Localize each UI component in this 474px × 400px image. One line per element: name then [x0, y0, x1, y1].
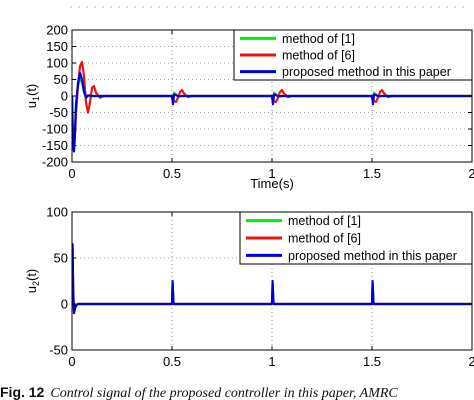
y-tick-label: -200: [42, 155, 68, 170]
x-tick-label: 1: [268, 354, 275, 369]
series-line-2: [72, 60, 472, 152]
legend: method of [1] method of [6] proposed metho…: [233, 29, 473, 81]
y-tick-label: -100: [42, 122, 68, 137]
y-tick-label: 100: [46, 56, 68, 71]
x-tick-label: 2: [468, 166, 474, 181]
series-group: [72, 243, 472, 315]
cropped-figure-strip: [0, 0, 474, 14]
x-axis-label: Time(s): [250, 176, 294, 191]
y-tick-label: 150: [46, 39, 68, 54]
legend-label-3: proposed method in this paper: [288, 249, 457, 263]
x-tick-label: 0: [68, 166, 75, 181]
y-tick-label: 50: [54, 251, 68, 266]
legend-label-2: method of [6]: [288, 232, 361, 246]
legend: method of [1] method of [6] proposed metho…: [239, 211, 473, 265]
y-tick-label: -50: [49, 343, 68, 358]
caption-text: Control signal of the proposed controlle…: [50, 386, 398, 400]
series-line-3: [72, 71, 472, 153]
x-tick-label: 1.5: [363, 166, 381, 181]
x-tick-label: 0: [68, 354, 75, 369]
x-tick-label: 0.5: [163, 354, 181, 369]
x-tick-label: 1.5: [363, 354, 381, 369]
y-tick-label: -50: [49, 105, 68, 120]
caption-label: Fig. 12: [0, 384, 45, 400]
legend-label-2: method of [6]: [282, 49, 355, 63]
legend-label-1: method of [1]: [282, 32, 355, 46]
y-tick-label: 50: [54, 72, 68, 87]
figure: 0 0.5 1 1.5 2-200-150-100-50050100150200u1(t…: [24, 23, 474, 370]
y-tick-label: -150: [42, 138, 68, 153]
y-tick-label: 100: [46, 205, 68, 220]
y-tick-label: 0: [61, 89, 68, 104]
x-tick-label: 2: [468, 354, 474, 369]
x-tick-label: 0.5: [163, 166, 181, 181]
legend-label-3: proposed method in this paper: [282, 65, 451, 79]
series-group: [72, 60, 472, 153]
figure-caption: Fig. 12 Control signal of the proposed co…: [0, 384, 474, 400]
x-tick-label: 1: [268, 166, 275, 181]
y-tick-label: 0: [61, 297, 68, 312]
series-line-3: [72, 243, 472, 315]
legend-label-1: method of [1]: [288, 214, 361, 228]
y-axis-label: u1(t): [24, 84, 41, 109]
y-axis-label: u2(t): [24, 269, 41, 294]
y-tick-label: 200: [46, 23, 68, 38]
chart-1: 0 0.5 1 1.5 2-200-150-100-50050100150200u1(t…: [24, 23, 474, 192]
